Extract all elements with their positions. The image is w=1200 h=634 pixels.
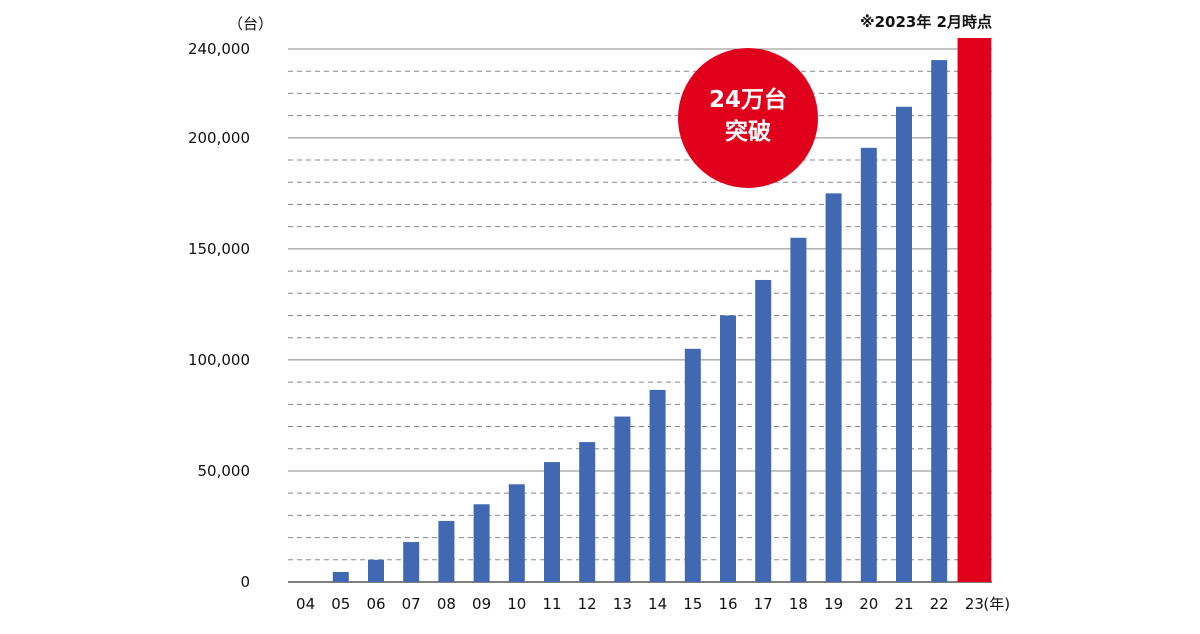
x-axis-unit-label: (年) [983,595,1010,613]
bar [825,193,842,582]
bar [896,106,912,582]
x-tick-label: 12 [578,595,597,613]
bar [473,504,490,582]
y-tick-label: 100,000 [188,351,250,369]
bar-highlight [957,38,992,582]
x-tick-label: 22 [930,595,949,613]
as-of-note: ※2023年 2月時点 [860,13,992,31]
bar [684,348,701,582]
x-tick-label: 15 [683,595,702,613]
x-tick-label: 13 [613,595,632,613]
x-tick-label: 17 [754,595,773,613]
x-tick-label: 21 [894,595,913,613]
milestone-badge-circle [678,48,818,188]
bar [720,315,736,582]
x-tick-label: 07 [402,595,421,613]
bar [790,237,807,583]
bar [649,389,666,582]
bar [860,147,877,582]
bar [614,416,631,582]
axis-layer: 0 50,000 100,000 150,000 200,000 240,000 04 05 0… [188,40,1010,613]
y-tick-label: 0 [240,573,250,591]
x-tick-label: 05 [331,595,350,613]
y-axis-unit-label: （台） [228,15,273,33]
y-tick-label: 50,000 [198,462,251,480]
milestone-badge-line2: 突破 [725,118,771,145]
x-tick-label: 09 [472,595,491,613]
bar [403,542,420,582]
x-tick-label: 06 [366,595,385,613]
x-tick-label: 19 [824,595,843,613]
milestone-badge: 24万台 突破 [678,48,818,188]
x-tick-label: 08 [437,595,456,613]
y-tick-label: 200,000 [188,129,250,147]
bars-layer [332,38,992,583]
x-tick-label: 11 [542,595,561,613]
x-tick-label: 14 [648,595,667,613]
bar [755,279,772,582]
x-tick-label: 18 [789,595,808,613]
x-tick-label: 10 [507,595,526,613]
x-tick-label: 23 [965,595,984,613]
bar [332,572,349,582]
y-tick-label: 240,000 [188,40,250,58]
bar [931,60,948,582]
bar [368,559,384,582]
bar [508,484,525,582]
x-tick-label: 04 [296,595,315,613]
bar [579,442,596,582]
x-tick-label: 16 [718,595,737,613]
y-tick-label: 150,000 [188,240,250,258]
milestone-badge-line1: 24万台 [709,86,787,113]
bar [438,520,455,582]
grid-layer [288,48,992,583]
bar [544,462,560,582]
x-tick-label: 20 [859,595,878,613]
